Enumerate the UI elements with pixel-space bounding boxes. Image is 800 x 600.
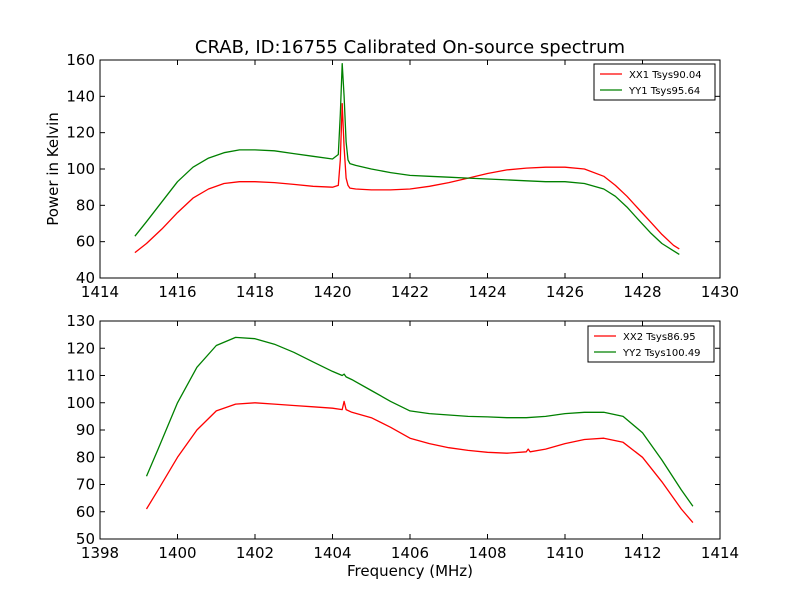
legend-box <box>593 63 716 101</box>
x-tick-label: 1412 <box>623 544 661 562</box>
x-tick-label: 1424 <box>468 283 506 301</box>
top-axes-frame <box>99 59 721 279</box>
x-tick-label: 1426 <box>546 283 584 301</box>
legend-label: YY2 Tsys100.49 <box>622 348 701 359</box>
bottom-panel: Frequency (MHz) 1398 1400 1402 1404 1406 1408… <box>66 312 739 580</box>
y-tick-label: 80 <box>76 448 95 466</box>
x-tick-label: 1418 <box>236 283 274 301</box>
series-line-1 <box>134 62 680 255</box>
top-legend: XX1 Tsys90.04 YY1 Tsys95.64 <box>593 63 716 101</box>
bottom-ticks: 1398 1400 1402 1404 1406 1408 1410 1412 1414 50 60… <box>66 312 739 562</box>
series-line-0 <box>134 102 680 254</box>
x-tick-label: 1420 <box>313 283 351 301</box>
y-tick-label: 110 <box>66 367 95 385</box>
y-tick-label: 50 <box>76 530 95 548</box>
y-tick-label: 60 <box>76 503 95 521</box>
y-tick-label: 160 <box>66 51 95 69</box>
y-tick-label: 130 <box>66 312 95 330</box>
legend-label: YY1 Tsys95.64 <box>628 86 700 97</box>
y-tick-label: 90 <box>76 421 95 439</box>
legend-box <box>587 325 715 363</box>
y-tick-label: 100 <box>66 160 95 178</box>
top-ticks: 1414 1416 1418 1420 1422 1424 1426 1428 1430 40 60… <box>66 51 739 301</box>
x-tick-label: 1410 <box>546 544 584 562</box>
x-tick-label: 1414 <box>81 283 119 301</box>
top-y-axis-label: Power in Kelvin <box>44 112 62 226</box>
bottom-legend: XX2 Tsys86.95 YY2 Tsys100.49 <box>587 325 715 363</box>
x-tick-label: 1400 <box>158 544 196 562</box>
series-line-0 <box>145 400 694 524</box>
top-lines <box>134 62 680 255</box>
x-tick-label: 1398 <box>81 544 119 562</box>
x-tick-label: 1430 <box>701 283 739 301</box>
x-tick-label: 1408 <box>468 544 506 562</box>
legend-label: XX1 Tsys90.04 <box>629 70 702 81</box>
bottom-x-axis-label: Frequency (MHz) <box>347 562 473 580</box>
chart-title: CRAB, ID:16755 Calibrated On-source spec… <box>195 37 625 58</box>
x-tick-label: 1422 <box>391 283 429 301</box>
y-tick-label: 120 <box>66 339 95 357</box>
series-line-1 <box>145 336 694 507</box>
y-tick-label: 40 <box>76 269 95 287</box>
x-tick-label: 1402 <box>236 544 274 562</box>
x-tick-label: 1406 <box>391 544 429 562</box>
y-tick-label: 100 <box>66 394 95 412</box>
y-tick-label: 120 <box>66 124 95 142</box>
x-tick-label: 1428 <box>623 283 661 301</box>
y-tick-label: 60 <box>76 233 95 251</box>
bottom-axes-frame <box>99 320 721 540</box>
bottom-lines <box>145 336 694 524</box>
y-tick-label: 80 <box>76 196 95 214</box>
x-tick-label: 1404 <box>313 544 351 562</box>
top-panel: CRAB, ID:16755 Calibrated On-source spec… <box>44 37 739 301</box>
y-tick-label: 70 <box>76 476 95 494</box>
legend-label: XX2 Tsys86.95 <box>623 332 696 343</box>
x-tick-label: 1416 <box>158 283 196 301</box>
x-tick-label: 1414 <box>701 544 739 562</box>
y-tick-label: 140 <box>66 87 95 105</box>
